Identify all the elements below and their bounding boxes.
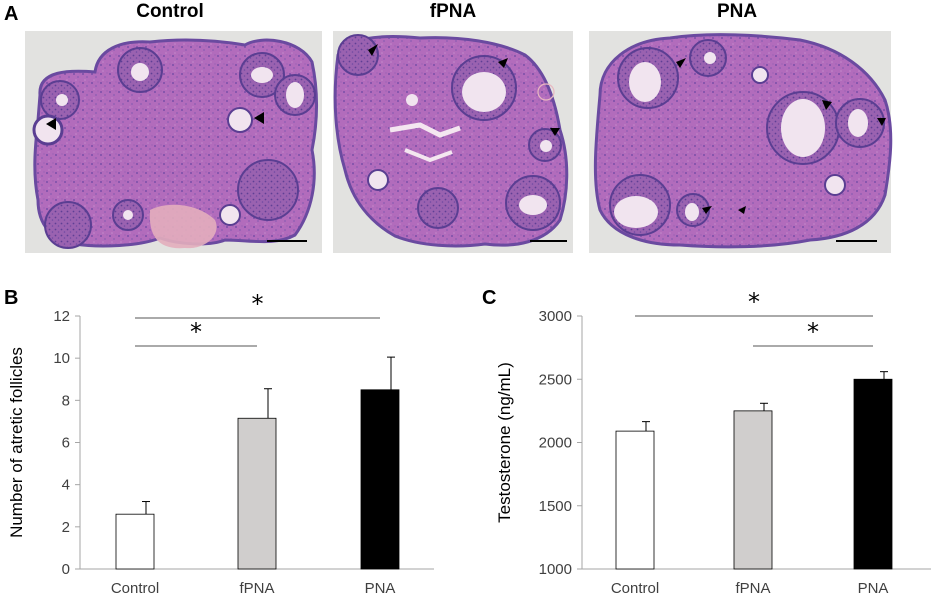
- micrograph-title-fpna: fPNA: [430, 1, 477, 22]
- panel-letter-c: C: [482, 287, 496, 309]
- stroma-fragment: [149, 204, 217, 249]
- x-tick-label: PNA: [858, 580, 889, 597]
- y-tick-label: 0: [62, 561, 70, 578]
- significance-star: *: [807, 318, 819, 346]
- x-tick-label: fPNA: [735, 580, 770, 597]
- bar: [237, 417, 277, 570]
- arrowhead: [254, 112, 264, 124]
- y-axis-label: Testosterone (ng/mL): [495, 362, 514, 523]
- y-tick-label: 2000: [539, 435, 572, 452]
- significance-star: *: [252, 290, 264, 318]
- x-tick-label: PNA: [365, 580, 396, 597]
- arrowhead: [676, 58, 686, 68]
- arrowhead: [702, 206, 712, 214]
- x-tick-label: Control: [611, 580, 659, 597]
- y-tick-label: 4: [62, 477, 70, 494]
- micrograph-title-pna: PNA: [717, 1, 757, 22]
- vessel: [389, 122, 461, 138]
- y-tick-label: 1500: [539, 498, 572, 515]
- arrowhead: [498, 58, 508, 68]
- arrowhead: [877, 118, 886, 126]
- bar: [853, 378, 893, 570]
- y-tick-label: 8: [62, 392, 70, 409]
- y-tick-label: 2500: [539, 371, 572, 388]
- follicle: [337, 34, 562, 231]
- micrograph-control: Control: [25, 1, 322, 253]
- y-tick-label: 12: [53, 308, 70, 325]
- vessel: [404, 148, 453, 163]
- arrowhead: [822, 100, 832, 110]
- bar: [733, 410, 773, 570]
- arrowhead: [738, 206, 746, 214]
- micrograph-pna: PNA: [589, 1, 893, 253]
- panel-letter-a: A: [4, 3, 18, 25]
- y-tick-label: 3000: [539, 308, 572, 325]
- bar: [360, 389, 400, 570]
- significance-star: *: [190, 318, 202, 346]
- bar: [615, 430, 655, 570]
- follicle: [609, 39, 885, 236]
- y-tick-label: 1000: [539, 561, 572, 578]
- y-tick-label: 2: [62, 519, 70, 536]
- micrograph-fpna: fPNA: [333, 1, 573, 253]
- arrowhead: [550, 128, 560, 136]
- chart-atretic-follicles: 0 2 4 6 8 10 12 Number of atretic follicles Cont…: [7, 290, 434, 597]
- significance-star: *: [748, 288, 760, 316]
- debris-ring: [537, 83, 555, 101]
- arrowhead: [46, 118, 56, 130]
- follicle: [32, 47, 316, 249]
- y-tick-label: 6: [62, 435, 70, 452]
- chart-testosterone: 1000 1500 2000 2500 3000 Testosterone (ng/mL)…: [495, 288, 931, 597]
- x-tick-label: fPNA: [239, 580, 274, 597]
- y-axis-label: Number of atretic follicles: [7, 347, 26, 538]
- micrograph-title-control: Control: [136, 1, 204, 22]
- bar: [115, 513, 155, 570]
- arrowhead: [368, 44, 378, 56]
- x-tick-label: Control: [111, 580, 159, 597]
- y-tick-label: 10: [53, 350, 70, 367]
- panel-letter-b: B: [4, 287, 18, 309]
